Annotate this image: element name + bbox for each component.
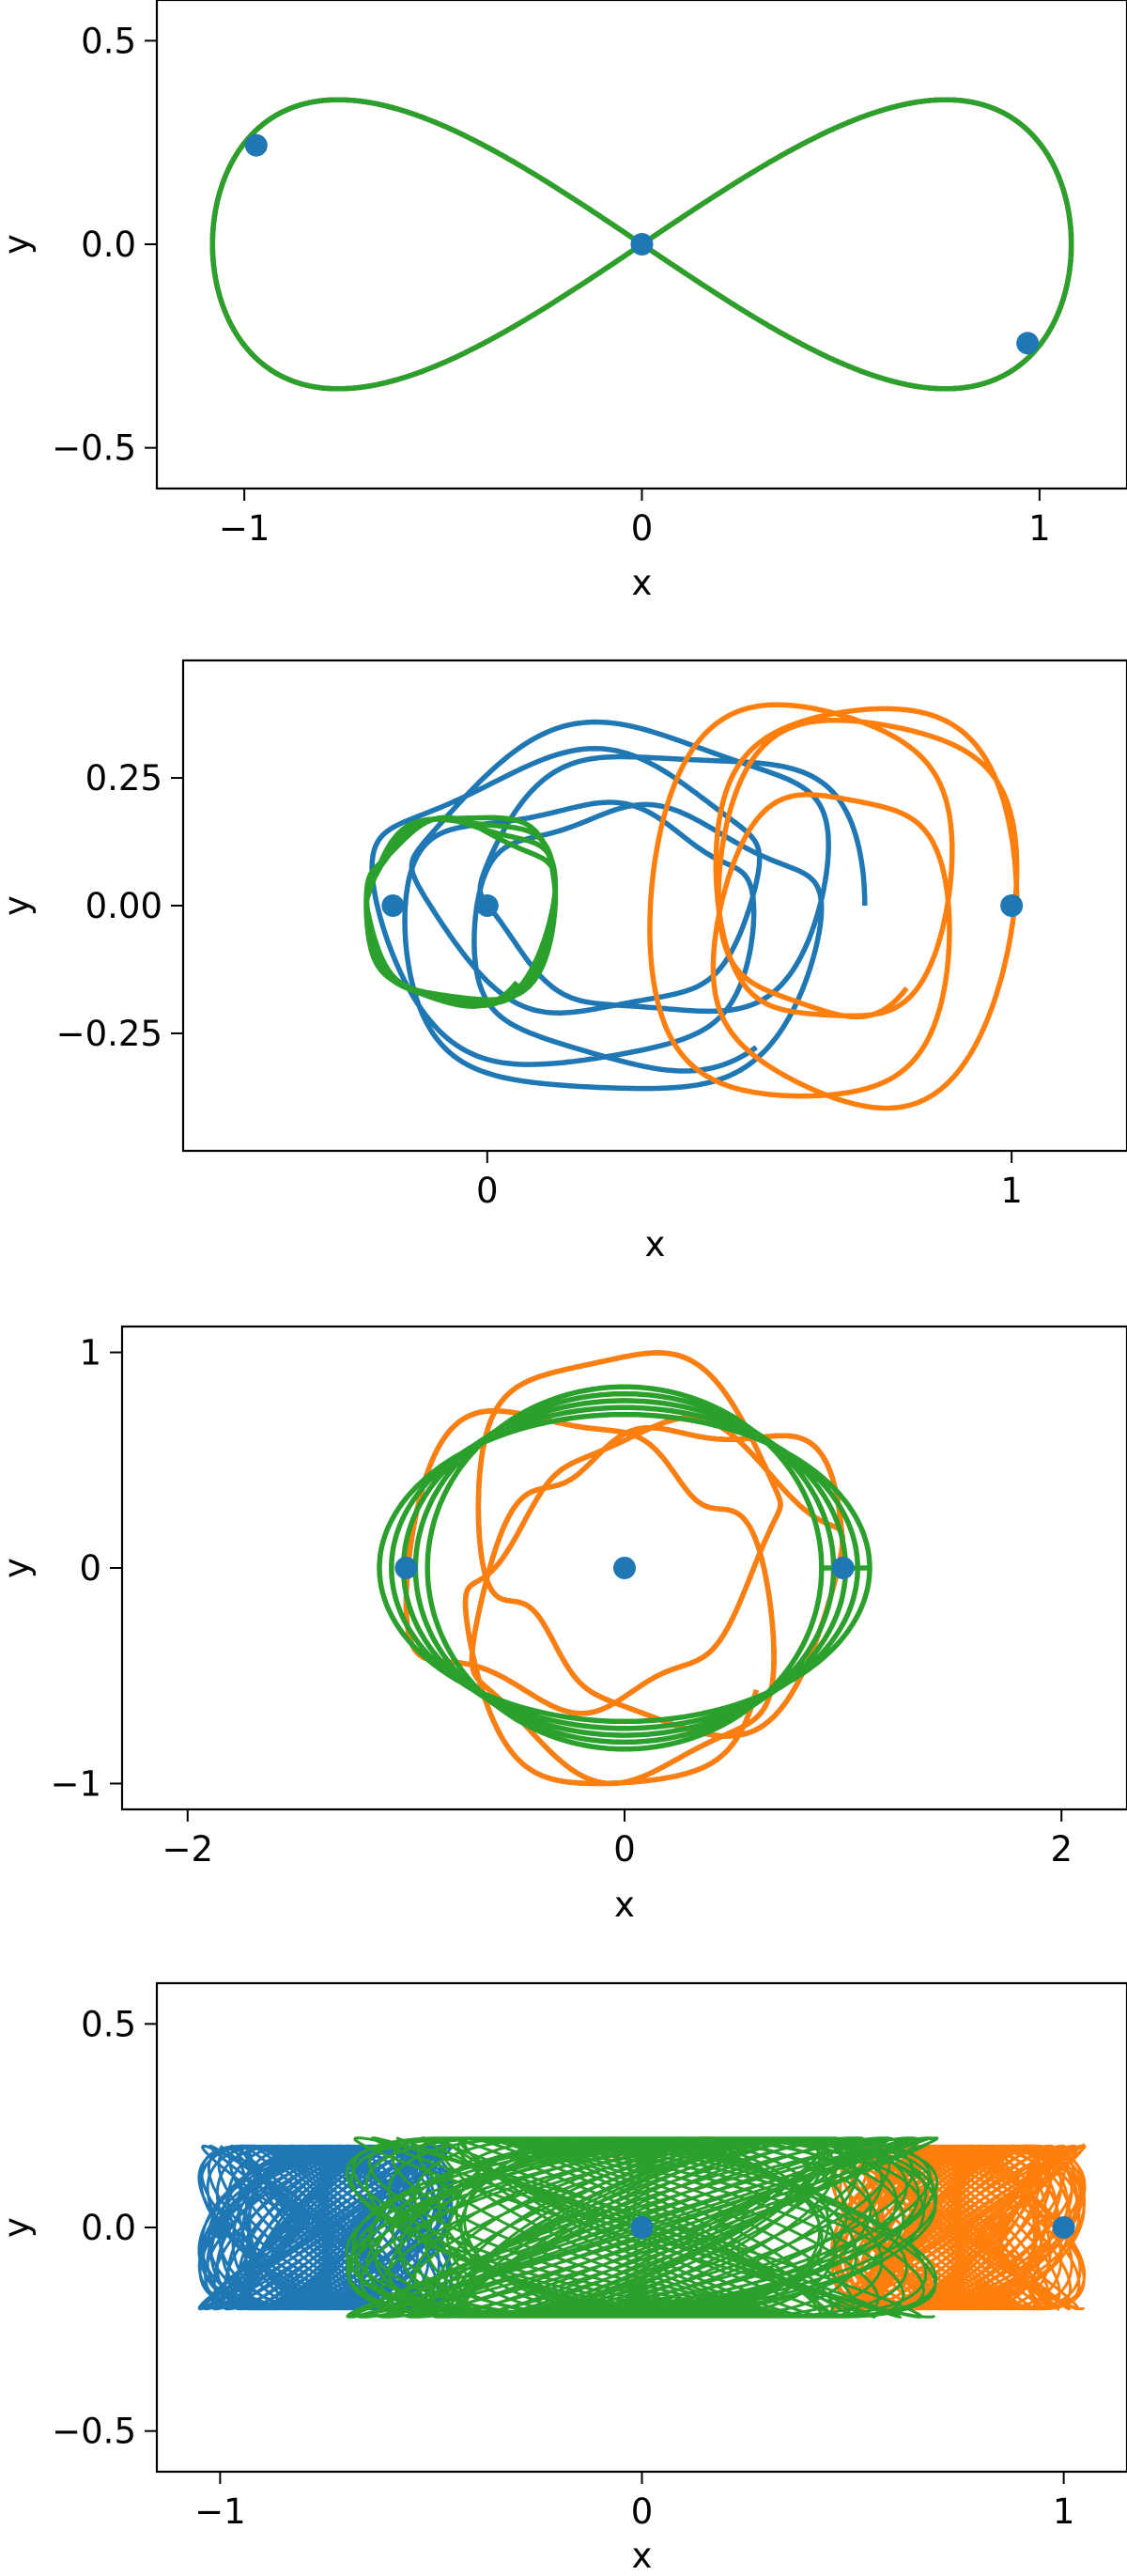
plot-area bbox=[363, 702, 1024, 1111]
y-tick-label: −1 bbox=[50, 1763, 101, 1804]
y-tick-label: 0.5 bbox=[81, 21, 136, 61]
y-tick-label: −0.25 bbox=[56, 1014, 162, 1054]
start-point-3 bbox=[613, 1557, 636, 1579]
plot-area bbox=[209, 97, 1074, 392]
start-point-3 bbox=[381, 894, 405, 917]
plot-area bbox=[197, 2136, 1087, 2319]
start-point-2 bbox=[1052, 2216, 1075, 2239]
x-tick-label: 0 bbox=[631, 508, 654, 549]
start-point-2 bbox=[1000, 894, 1024, 917]
chart-panel-4: −1 0 1 −0.5 0.0 0.5 x y bbox=[0, 1981, 1127, 2576]
chart-panel-2: 0 1 −0.25 0.00 0.25 x y bbox=[0, 659, 1127, 1265]
y-axis-label: y bbox=[0, 895, 37, 916]
x-tick-label: 2 bbox=[1050, 1829, 1073, 1870]
y-tick-label: 0.25 bbox=[85, 758, 162, 799]
x-axis-label: x bbox=[632, 2536, 653, 2576]
series-line-3 bbox=[345, 2136, 939, 2319]
y-axis-label: y bbox=[0, 1558, 37, 1578]
x-tick-label: 0 bbox=[631, 2491, 654, 2532]
y-axis-label: y bbox=[0, 2217, 37, 2238]
chart-panel-1: −1 0 1 −0.5 0.0 0.5 x y bbox=[0, 0, 1127, 603]
x-axis-label: x bbox=[614, 1885, 635, 1925]
y-axis-label: y bbox=[0, 234, 37, 255]
x-tick-label: −1 bbox=[219, 508, 270, 549]
x-tick-label: 0 bbox=[613, 1829, 636, 1870]
y-tick-label: −0.5 bbox=[52, 2412, 136, 2452]
x-axis-label: x bbox=[632, 563, 653, 603]
y-tick-label: 0.5 bbox=[81, 2004, 136, 2044]
series-line-2 bbox=[647, 702, 1020, 1111]
y-tick-label: 0.00 bbox=[85, 886, 162, 926]
start-point-2 bbox=[1016, 332, 1040, 355]
series-line-1 bbox=[369, 719, 868, 1092]
start-point-1 bbox=[244, 133, 268, 157]
chart-panel-3: −2 0 2 −1 0 1 x y bbox=[0, 1325, 1127, 1925]
y-tick-label: 0.0 bbox=[81, 225, 136, 265]
start-point-2 bbox=[831, 1557, 855, 1579]
y-tick-label: −0.5 bbox=[52, 428, 136, 469]
start-point-1 bbox=[394, 1557, 418, 1579]
series-line-2 bbox=[830, 2142, 1087, 2312]
start-point-3 bbox=[630, 233, 654, 256]
plot-area bbox=[377, 1350, 872, 1787]
series-line-3 bbox=[363, 815, 559, 1009]
x-tick-label: 1 bbox=[1053, 2491, 1075, 2532]
y-tick-label: 0 bbox=[79, 1548, 101, 1589]
y-tick-label: 1 bbox=[79, 1333, 101, 1373]
start-point-1 bbox=[475, 894, 499, 917]
x-tick-label: 0 bbox=[476, 1171, 499, 1211]
x-axis-label: x bbox=[645, 1224, 666, 1265]
start-point-3 bbox=[630, 2216, 654, 2239]
x-tick-label: −2 bbox=[162, 1829, 214, 1870]
x-tick-label: −1 bbox=[194, 2491, 246, 2532]
y-tick-label: 0.0 bbox=[81, 2208, 136, 2248]
start-point-1 bbox=[208, 2216, 232, 2239]
x-tick-label: 1 bbox=[1028, 508, 1051, 549]
x-tick-label: 1 bbox=[1000, 1171, 1023, 1211]
